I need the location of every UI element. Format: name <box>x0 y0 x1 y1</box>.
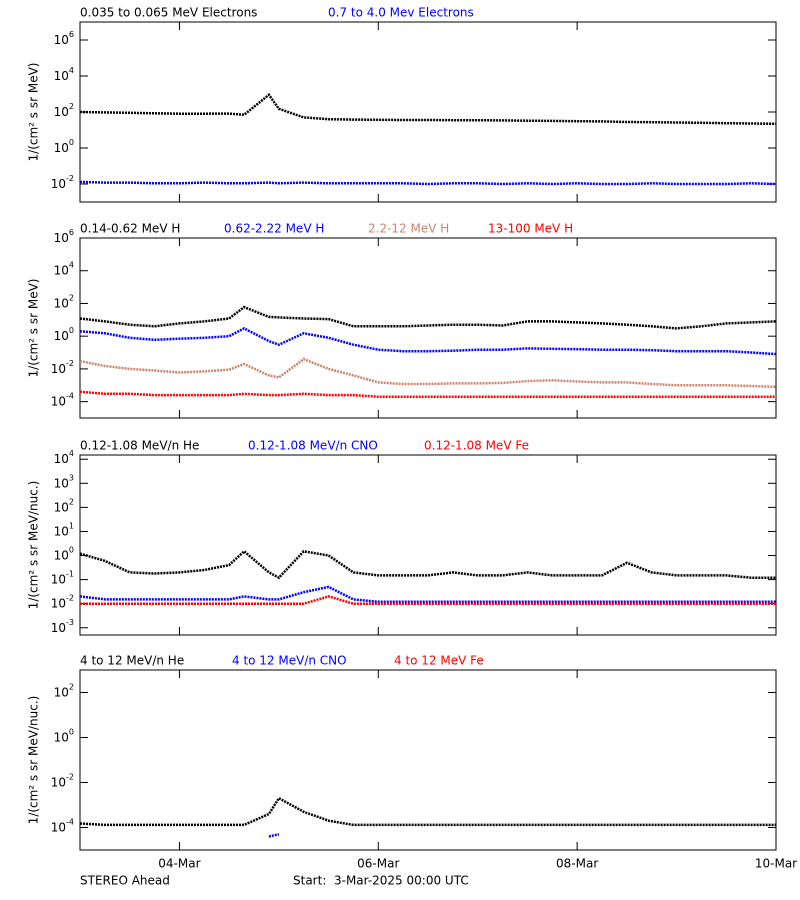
y-tick-label: 102 <box>54 682 74 699</box>
legend-entry: 2.2-12 MeV H <box>368 222 449 236</box>
x-tick-label: 10-Mar <box>755 857 797 871</box>
y-tick-label: 100 <box>54 138 74 155</box>
legend-entry: 0.12-1.08 MeV Fe <box>424 439 529 453</box>
series-line <box>79 585 776 604</box>
plot-frame <box>79 21 777 203</box>
y-axis-label: 1/(cm² s sr MeV/nuc.) <box>27 696 41 825</box>
y-axis-label: 1/(cm² s sr MeV) <box>27 63 41 162</box>
footer-center: Start: 3-Mar-2025 00:00 UTC <box>293 874 469 888</box>
y-tick-label: 10-2 <box>51 174 74 191</box>
plot-frame <box>79 669 777 851</box>
series-line <box>79 326 777 356</box>
y-axis-label: 1/(cm² s sr MeV) <box>27 279 41 378</box>
legend-entry: 0.62-2.22 MeV H <box>224 222 324 236</box>
y-tick-label: 10-1 <box>51 569 74 586</box>
y-tick-label: 100 <box>54 326 74 343</box>
y-axis-label: 1/(cm² s sr MeV/nuc.) <box>27 481 41 610</box>
y-tick-label: 10-2 <box>51 593 74 610</box>
series-line <box>268 833 280 838</box>
y-tick-label: 102 <box>54 497 74 514</box>
legend-entry: 4 to 12 MeV Fe <box>394 654 484 668</box>
x-tick-label: 06-Mar <box>357 857 399 871</box>
y-tick-label: 104 <box>54 66 74 83</box>
y-tick-label: 101 <box>54 521 74 538</box>
y-tick-label: 10-2 <box>51 772 74 789</box>
footer-left: STEREO Ahead <box>80 874 170 888</box>
y-tick-label: 100 <box>54 545 74 562</box>
series-line <box>79 549 776 580</box>
y-tick-label: 106 <box>54 228 74 245</box>
legend-entry: 0.14-0.62 MeV H <box>80 222 180 236</box>
y-tick-label: 10-4 <box>51 817 74 834</box>
x-tick-label: 04-Mar <box>158 857 200 871</box>
legend-entry: 13-100 MeV H <box>488 222 573 236</box>
y-tick-label: 10-3 <box>51 617 74 634</box>
series-line <box>79 796 776 827</box>
series-line <box>79 92 777 126</box>
series-line <box>79 180 777 186</box>
plot-frame <box>79 454 777 636</box>
x-tick-label: 08-Mar <box>556 857 598 871</box>
legend-entry: 0.035 to 0.065 MeV Electrons <box>80 6 257 20</box>
legend-entry: 0.12-1.08 MeV/n CNO <box>248 439 378 453</box>
series-line <box>79 390 776 398</box>
y-tick-label: 106 <box>54 30 74 47</box>
y-tick-label: 104 <box>54 260 74 277</box>
y-tick-label: 100 <box>54 727 74 744</box>
y-tick-label: 104 <box>54 449 74 466</box>
legend-entry: 4 to 12 MeV/n CNO <box>232 654 347 668</box>
legend-entry: 4 to 12 MeV/n He <box>80 654 184 668</box>
series-line <box>79 357 777 389</box>
legend-entry: 0.7 to 4.0 Mev Electrons <box>328 6 474 20</box>
y-tick-label: 102 <box>54 293 74 310</box>
y-tick-label: 103 <box>54 473 74 490</box>
plot-frame <box>79 237 777 419</box>
y-tick-label: 10-2 <box>51 358 74 375</box>
y-tick-label: 10-4 <box>51 391 74 408</box>
series-line <box>80 595 776 605</box>
y-tick-label: 102 <box>54 102 74 119</box>
series-line <box>79 305 777 330</box>
legend-entry: 0.12-1.08 MeV/n He <box>80 439 199 453</box>
